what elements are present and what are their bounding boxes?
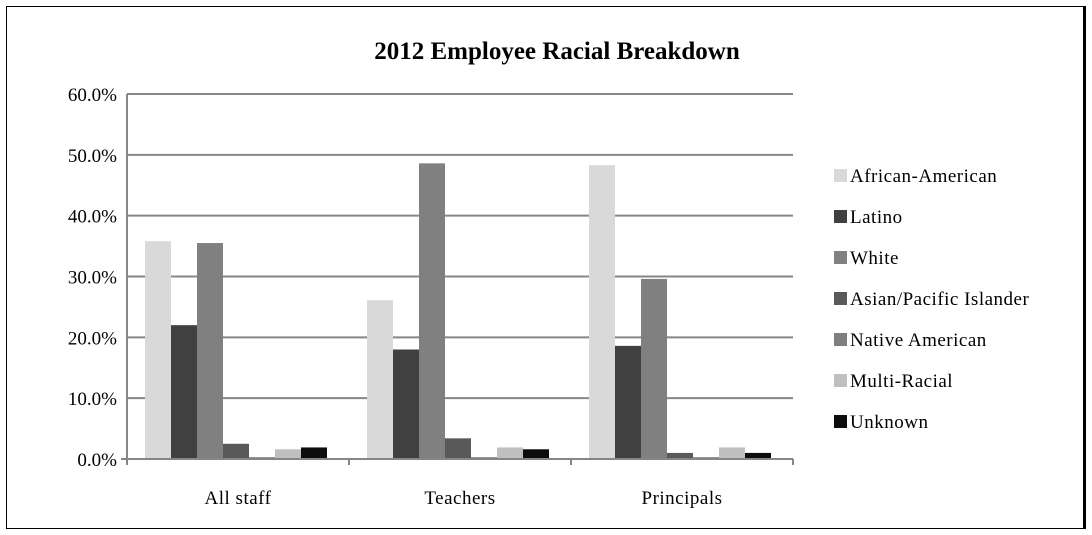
bar xyxy=(275,449,301,459)
chart-frame: 2012 Employee Racial Breakdown 0.0% 10.0%… xyxy=(6,6,1086,529)
bar xyxy=(719,447,745,459)
x-category-label: Principals xyxy=(642,488,723,509)
legend-label: Native American xyxy=(850,330,987,351)
bar xyxy=(497,447,523,459)
y-tick-label: 0.0% xyxy=(77,450,117,471)
bar xyxy=(641,278,667,459)
bar-chart: 2012 Employee Racial Breakdown 0.0% 10.0%… xyxy=(68,38,1029,509)
y-tick-label: 50.0% xyxy=(68,146,117,167)
legend: African-American Latino White Asian/Pacific… xyxy=(834,166,1029,433)
bar xyxy=(171,325,197,459)
legend-label: Latino xyxy=(850,207,903,228)
y-tick-label: 30.0% xyxy=(68,268,117,289)
legend-label: Asian/Pacific Islander xyxy=(850,289,1029,310)
legend-swatch xyxy=(834,169,847,182)
bar xyxy=(367,300,393,459)
bar xyxy=(197,243,223,459)
legend-swatch xyxy=(834,210,847,223)
bar xyxy=(223,443,249,459)
legend-label: White xyxy=(850,248,899,269)
x-category-label: Teachers xyxy=(424,488,495,509)
y-tick-label: 60.0% xyxy=(68,85,117,106)
bar xyxy=(419,163,445,459)
chart-title: 2012 Employee Racial Breakdown xyxy=(374,38,740,65)
legend-label: Unknown xyxy=(850,412,928,433)
bar xyxy=(393,349,419,459)
bar xyxy=(145,241,171,459)
bar xyxy=(589,165,615,460)
axes xyxy=(121,94,794,465)
bar xyxy=(615,345,641,459)
y-axis-ticks: 0.0% 10.0% 20.0% 30.0% 40.0% 50.0% 60.0% xyxy=(68,85,117,471)
y-tick-label: 10.0% xyxy=(68,389,117,410)
x-category-label: All staff xyxy=(205,488,272,509)
legend-swatch xyxy=(834,292,847,305)
legend-label: African-American xyxy=(850,166,997,187)
bar xyxy=(667,452,693,459)
bar xyxy=(745,452,771,459)
gridlines xyxy=(127,93,793,400)
legend-swatch xyxy=(834,251,847,264)
legend-swatch xyxy=(834,374,847,387)
bars xyxy=(145,163,771,460)
bar xyxy=(523,449,549,459)
x-axis-categories: All staff Teachers Principals xyxy=(205,488,723,509)
legend-label: Multi-Racial xyxy=(850,371,953,392)
legend-swatch xyxy=(834,415,847,428)
legend-swatch xyxy=(834,333,847,346)
bar xyxy=(301,447,327,459)
bar xyxy=(445,438,471,459)
y-tick-label: 20.0% xyxy=(68,328,117,349)
y-tick-label: 40.0% xyxy=(68,207,117,228)
